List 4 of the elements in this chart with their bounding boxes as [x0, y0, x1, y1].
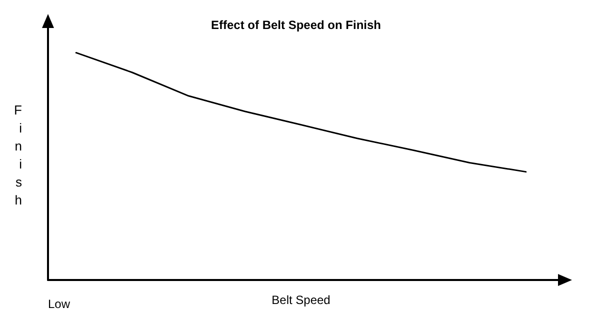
x-axis-title: Belt Speed	[272, 293, 330, 307]
text: Low	[48, 297, 70, 311]
y-axis-title: Finish	[14, 102, 22, 208]
chart-title: Effect of Belt Speed on Finish	[210, 18, 382, 32]
